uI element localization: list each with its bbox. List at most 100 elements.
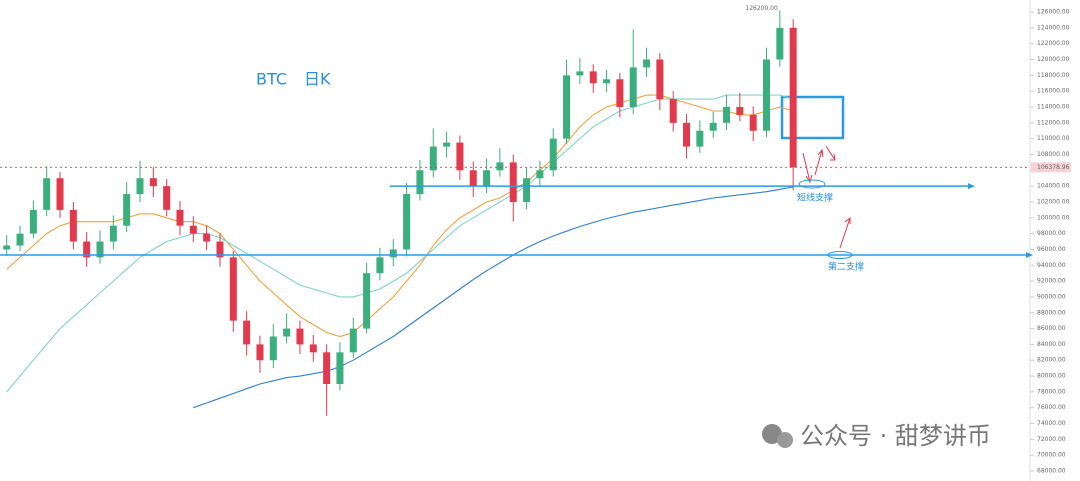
candle-body (669, 99, 677, 123)
candle-body (243, 320, 251, 345)
candle-body (309, 344, 317, 353)
candle-body (363, 273, 371, 329)
y-tick-label: 96000.00 (1037, 246, 1066, 253)
y-tick-label: 80000.00 (1037, 373, 1066, 380)
candle-body (763, 59, 771, 131)
y-tick-label: 110000.00 (1037, 135, 1070, 142)
candle-body (749, 114, 757, 131)
y-tick-label: 116000.00 (1037, 88, 1070, 95)
last-price-box (1031, 162, 1071, 173)
candle-body (376, 257, 384, 274)
candle-body (149, 178, 157, 187)
y-tick-label: 92000.00 (1037, 278, 1066, 285)
y-tick-label: 76000.00 (1037, 404, 1066, 411)
candle-body (656, 59, 664, 100)
moving-average (6, 94, 794, 393)
peak-label: 126200.00 (745, 5, 778, 12)
candle-body (736, 106, 744, 115)
support-label: 第二支撑 (828, 260, 864, 272)
candle-body (123, 194, 131, 226)
y-tick-label: 74000.00 (1037, 420, 1066, 427)
candle-body (69, 209, 77, 242)
watermark-icon (762, 424, 793, 448)
chart-subtitle: 日K (304, 70, 331, 89)
arrow (814, 148, 824, 176)
y-tick-label: 120000.00 (1037, 56, 1070, 63)
y-tick-label: 70000.00 (1037, 452, 1066, 459)
candle-body (696, 130, 704, 147)
y-tick-label: 100000.00 (1037, 214, 1070, 221)
y-tick-label: 86000.00 (1037, 325, 1066, 332)
last-price-label: 106378.96 (1037, 164, 1070, 171)
candle-body (96, 241, 104, 258)
candle-body (616, 79, 624, 107)
y-tick-label: 108000.00 (1037, 151, 1070, 158)
candle-body (323, 352, 331, 384)
y-tick-label: 94000.00 (1037, 262, 1066, 269)
candle-body (589, 71, 597, 84)
support-arrowhead (968, 183, 975, 190)
candle-body (269, 336, 277, 361)
y-tick-label: 118000.00 (1037, 72, 1070, 79)
candle-body (629, 67, 637, 107)
candle-body (403, 194, 411, 250)
support-arrowhead (1026, 251, 1033, 258)
candle-body (709, 122, 717, 131)
candle-body (163, 186, 171, 210)
candle-body (469, 170, 477, 187)
candle-body (336, 352, 344, 384)
y-tick-label: 122000.00 (1037, 40, 1070, 47)
y-tick-label: 114000.00 (1037, 103, 1070, 110)
candle-body (203, 233, 211, 242)
candle-body (29, 209, 37, 234)
candle-body (256, 344, 264, 361)
candle-body (456, 142, 464, 171)
candle-body (536, 170, 544, 179)
y-tick-label: 88000.00 (1037, 309, 1066, 316)
y-tick-label: 78000.00 (1037, 388, 1066, 395)
candle-body (216, 241, 224, 258)
candle-body (643, 59, 651, 68)
candle-body (349, 328, 357, 353)
candle-body (83, 241, 91, 258)
candle-body (776, 27, 784, 60)
candle-body (509, 162, 517, 202)
arrows (802, 145, 851, 249)
candle-body (16, 233, 24, 246)
candle-body (416, 170, 424, 195)
candle-body (43, 178, 51, 210)
y-tick-label: 126000.00 (1037, 9, 1070, 16)
arrow (825, 145, 836, 161)
candle-body (189, 225, 197, 234)
moving-average (193, 186, 794, 409)
candle-body (389, 249, 397, 258)
candle-body (176, 209, 184, 226)
candle-body (229, 257, 237, 321)
chart-title: BTC (256, 70, 287, 89)
candle-body (296, 328, 304, 345)
highlight-box (780, 95, 845, 140)
y-tick-label: 82000.00 (1037, 357, 1066, 364)
candle-body (3, 245, 11, 250)
y-tick-label: 98000.00 (1037, 230, 1066, 237)
candle-body (283, 328, 291, 337)
y-tick-label: 102000.00 (1037, 198, 1070, 205)
candle-body (496, 162, 504, 171)
y-tick-label: 124000.00 (1037, 24, 1070, 31)
candle-body (56, 178, 64, 210)
candle-body (603, 79, 611, 84)
candle-body (789, 27, 797, 168)
candle-body (723, 106, 731, 123)
y-tick-label: 84000.00 (1037, 341, 1066, 348)
candle-body (109, 225, 117, 242)
candle-body (429, 146, 437, 171)
y-tick-label: 90000.00 (1037, 293, 1066, 300)
support-label: 短线支撑 (797, 192, 833, 204)
y-tick-label: 112000.00 (1037, 119, 1070, 126)
candle-body (683, 122, 691, 147)
candle-body (443, 142, 451, 147)
y-tick-label: 104000.00 (1037, 183, 1070, 190)
candle-body (549, 138, 557, 171)
support-marker (798, 179, 826, 189)
